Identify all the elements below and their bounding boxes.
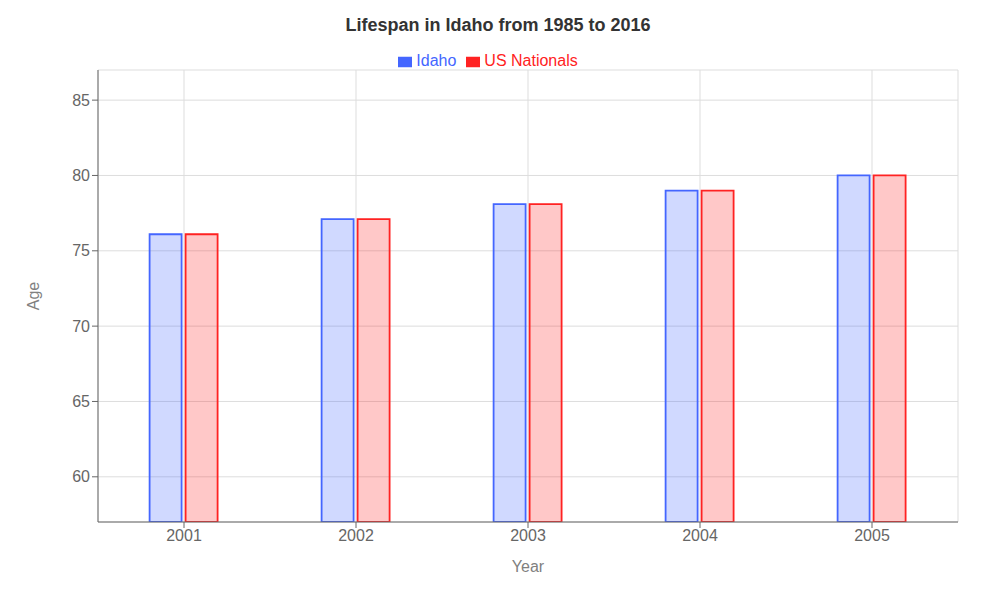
svg-text:2001: 2001 — [166, 527, 202, 544]
html-text:Lifespan in Idaho from 1985 to: Lifespan in Idaho from 1985 to 2016 — [345, 15, 651, 35]
svg-text:Year: Year — [512, 558, 545, 575]
svg-text:2003: 2003 — [510, 527, 546, 544]
html-text:US Nationals: US Nationals — [484, 52, 578, 69]
svg-text:Age: Age — [25, 282, 42, 311]
svg-text:65: 65 — [72, 393, 90, 410]
html-text:Idaho: Idaho — [416, 52, 457, 69]
svg-text:75: 75 — [72, 242, 90, 259]
svg-text:2004: 2004 — [682, 527, 718, 544]
svg-text:70: 70 — [72, 318, 90, 335]
svg-text:2005: 2005 — [854, 527, 890, 544]
svg-text:85: 85 — [72, 92, 90, 109]
svg-text:60: 60 — [72, 468, 90, 485]
svg-text:80: 80 — [72, 167, 90, 184]
svg-text:2002: 2002 — [338, 527, 374, 544]
